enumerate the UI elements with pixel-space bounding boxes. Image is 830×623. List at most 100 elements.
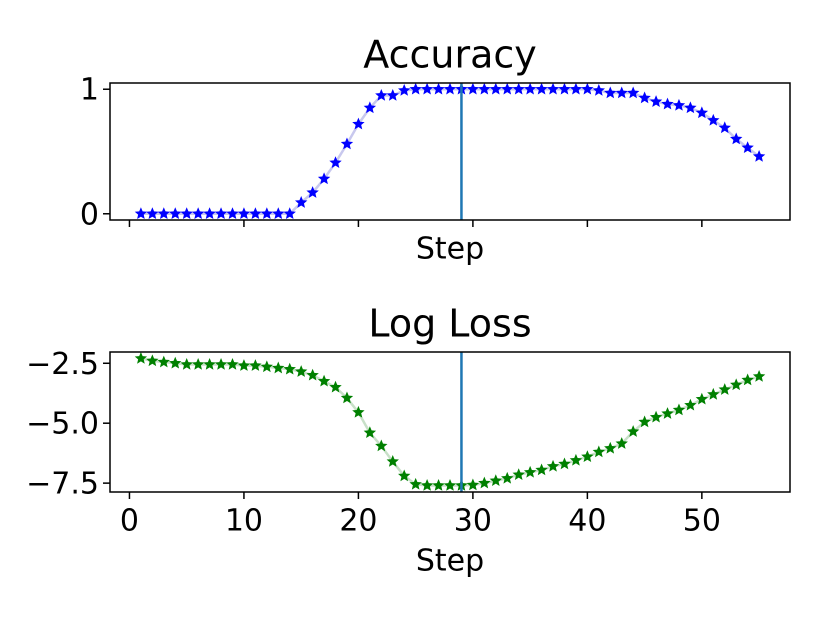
data-point: [169, 207, 182, 220]
data-point: [638, 415, 651, 428]
data-point: [466, 478, 480, 491]
data-line: [140, 87, 760, 216]
data-point: [352, 117, 365, 130]
data-point: [443, 479, 457, 491]
data-point: [569, 453, 583, 466]
axes-frame: [109, 82, 791, 221]
x-tick-label: 30: [454, 504, 492, 539]
data-point: [581, 82, 594, 95]
data-point: [535, 82, 548, 95]
data-point: [512, 468, 525, 480]
data-point: [249, 207, 262, 220]
data-point: [226, 357, 239, 370]
data-point: [340, 137, 354, 150]
data-point: [592, 445, 605, 458]
data-point: [604, 86, 617, 99]
data-point: [283, 362, 296, 375]
data-point: [340, 391, 354, 404]
x-tick-label: 50: [683, 504, 721, 539]
data-point: [180, 207, 193, 220]
data-point: [295, 365, 308, 377]
data-point: [398, 83, 411, 96]
data-point: [718, 121, 731, 134]
data-point: [672, 403, 686, 416]
data-point: [283, 207, 296, 220]
data-point: [237, 359, 251, 371]
data-point: [420, 479, 434, 491]
data-point: [695, 106, 709, 119]
data-point: [523, 82, 537, 95]
y-tick-label: 0: [80, 197, 99, 232]
data-point: [146, 354, 159, 367]
x-tick-label: 40: [568, 504, 606, 539]
data-point: [272, 207, 285, 220]
data-point: [409, 82, 422, 95]
data-point: [386, 455, 399, 467]
data-point: [661, 97, 674, 110]
data-point: [661, 407, 674, 419]
data-point: [592, 83, 605, 96]
data-point: [386, 88, 399, 101]
data-point: [146, 207, 159, 220]
data-point: [558, 82, 571, 95]
data-point: [569, 82, 583, 95]
data-point: [489, 82, 502, 95]
data-point: [558, 457, 571, 470]
data-point: [478, 82, 491, 95]
data-point: [191, 357, 205, 370]
data-point: [295, 196, 308, 208]
data-point: [180, 357, 193, 370]
data-point: [684, 398, 697, 411]
data-point: [363, 101, 377, 114]
data-point: [684, 101, 697, 114]
data-point: [718, 383, 731, 395]
data-point: [306, 186, 319, 198]
data-point: [329, 380, 342, 393]
data-point: [535, 463, 548, 476]
data-point: [203, 207, 216, 220]
data-point: [741, 141, 754, 154]
data-point: [306, 368, 319, 381]
data-point: [237, 207, 251, 220]
y-tick-label: −7.5: [26, 467, 99, 502]
data-point: [432, 82, 445, 95]
data-point: [649, 95, 663, 107]
data-point: [420, 82, 434, 95]
data-point: [649, 410, 663, 423]
x-tick-label: 20: [339, 504, 377, 539]
data-point: [272, 361, 285, 374]
x-axis-label: Step: [416, 544, 484, 579]
y-tick-label: −2.5: [26, 347, 99, 382]
data-point: [157, 207, 170, 220]
data-point: [466, 82, 480, 95]
data-point: [752, 149, 766, 162]
x-tick-label: 0: [120, 504, 139, 539]
data-point: [352, 405, 365, 418]
data-point: [260, 207, 274, 220]
data-point: [317, 374, 331, 387]
data-point: [741, 373, 754, 386]
data-point: [214, 357, 228, 370]
data-point: [398, 469, 411, 482]
data-point: [546, 82, 560, 95]
data-point: [523, 465, 537, 478]
data-point: [730, 132, 743, 145]
data-point: [707, 113, 720, 126]
data-point: [432, 479, 445, 491]
data-point: [226, 207, 239, 220]
data-point: [443, 82, 457, 95]
x-tick-label: 10: [225, 504, 263, 539]
chart-title: Accuracy: [363, 33, 537, 77]
y-tick-label: −5.0: [26, 407, 99, 442]
data-point: [134, 351, 148, 364]
data-point: [489, 474, 502, 486]
data-point: [329, 156, 342, 168]
data-point: [626, 86, 640, 99]
data-point: [317, 172, 331, 185]
data-point: [512, 82, 525, 95]
data-point: [695, 392, 709, 405]
data-point: [752, 369, 766, 382]
data-point: [546, 459, 560, 472]
data-point: [581, 450, 594, 463]
